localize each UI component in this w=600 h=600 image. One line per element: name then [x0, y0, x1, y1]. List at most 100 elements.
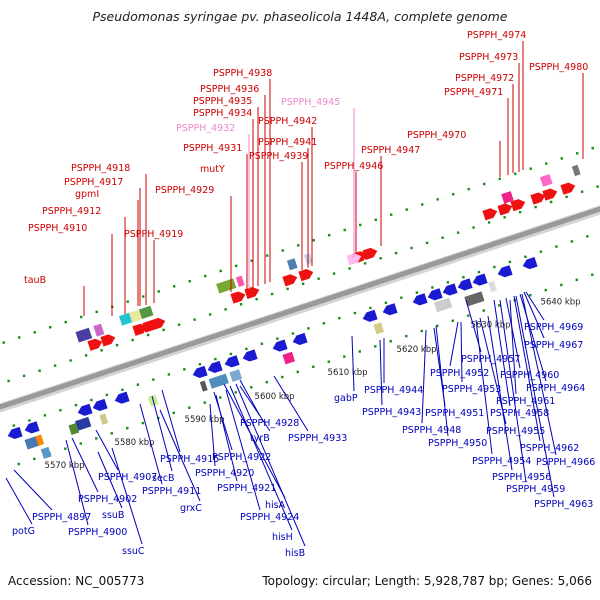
track-dot	[374, 218, 377, 222]
gene-label-top: PSPPH_4932	[176, 123, 235, 134]
reverse-gene-arrow	[412, 293, 428, 306]
gene-label-bottom: PSPPH_4959	[506, 484, 565, 495]
track-dot	[560, 157, 563, 160]
track-dot	[22, 374, 26, 378]
gene-label-bottom: ssuC	[122, 546, 145, 557]
scale-label: 5590 kbp	[185, 415, 225, 425]
gene-label-bottom: PSPPH_4928	[240, 418, 299, 429]
gene-label-top: PSPPH_4939	[249, 151, 308, 162]
forward-gene-arrow	[298, 269, 314, 282]
gene-label-bottom: PSPPH_4962	[520, 443, 579, 454]
track-dot	[539, 250, 543, 253]
track-dot	[177, 323, 181, 326]
leader-line	[460, 321, 463, 383]
track-dot	[90, 398, 93, 402]
track-dot	[483, 182, 486, 186]
track-dot	[245, 347, 248, 351]
track-dot	[270, 292, 274, 296]
leader-line	[433, 327, 446, 407]
leader-line	[499, 299, 527, 483]
gene-label-bottom: PSPPH_4957	[461, 354, 520, 365]
gene-block	[464, 291, 485, 307]
leader-line	[521, 293, 557, 456]
track-dot	[425, 241, 429, 245]
track-dot	[229, 352, 233, 356]
track-dot	[369, 306, 372, 310]
leader-line	[493, 299, 511, 407]
track-dot	[255, 297, 258, 301]
track-dot	[28, 419, 31, 422]
track-dot	[33, 331, 36, 334]
gene-label-top: PSPPH_4919	[124, 229, 183, 240]
genome-summary-label: Topology: circular; Length: 5,928,787 bp…	[262, 574, 592, 588]
leader-line	[239, 385, 271, 432]
gene-label-top: tauB	[24, 275, 46, 286]
track-dot	[105, 393, 109, 397]
track-dot	[462, 276, 465, 279]
track-dot	[214, 357, 217, 361]
track-dot	[332, 272, 336, 275]
gene-block	[35, 434, 45, 446]
track-dot	[198, 363, 202, 366]
track-dot	[301, 282, 305, 285]
gene-block	[501, 191, 514, 204]
track-dot	[33, 457, 36, 461]
gene-label-bottom: PSPPH_4964	[526, 383, 585, 394]
track-dot	[436, 324, 439, 328]
track-dot	[7, 379, 10, 383]
track-dot	[296, 370, 299, 374]
gene-label-bottom: PSPPH_4963	[534, 499, 593, 510]
leader-line	[111, 447, 143, 545]
reverse-gene-arrow	[192, 365, 208, 378]
track-dot	[400, 296, 403, 299]
leader-line	[161, 389, 181, 453]
track-dot	[2, 341, 5, 344]
gene-label-bottom: PSPPH_4922	[212, 452, 271, 463]
track-dot	[343, 228, 346, 232]
gene-block	[539, 174, 553, 187]
track-dot	[239, 303, 243, 306]
track-dot	[560, 283, 563, 287]
track-dot	[472, 226, 475, 229]
leader-line	[465, 299, 482, 353]
track-dot	[405, 334, 408, 338]
track-dot	[529, 167, 532, 170]
gene-label-bottom: PSPPH_4960	[500, 370, 559, 381]
track-dot	[53, 364, 57, 367]
track-dot	[327, 360, 330, 363]
track-dot	[384, 301, 388, 305]
track-dot	[250, 259, 253, 262]
track-dot	[503, 216, 506, 219]
track-dot	[322, 322, 326, 325]
track-dot	[596, 185, 599, 188]
reverse-gene-arrow	[7, 426, 23, 439]
track-dot	[421, 203, 424, 206]
gene-label-bottom: PSPPH_4907	[98, 472, 157, 483]
gene-label-bottom: PSPPH_4900	[68, 527, 127, 538]
gene-label-bottom: PSPPH_4915	[160, 454, 219, 465]
gene-label-bottom: hisA	[265, 500, 286, 511]
track-dot	[415, 291, 419, 294]
track-dot	[79, 442, 82, 445]
track-dot	[379, 257, 382, 260]
leader-line	[435, 325, 449, 437]
track-dot	[115, 343, 119, 347]
leader-line	[215, 394, 238, 482]
forward-gene-arrow	[150, 317, 166, 330]
track-dot	[250, 386, 253, 389]
track-dot	[389, 340, 392, 343]
reverse-gene-arrow	[522, 257, 538, 270]
track-dot	[167, 373, 171, 376]
track-dot	[312, 239, 315, 242]
track-dot	[276, 337, 279, 340]
gene-block	[286, 258, 298, 271]
track-dot	[544, 288, 547, 292]
leader-line	[525, 291, 545, 321]
track-dot	[100, 349, 103, 352]
track-dot	[405, 208, 408, 211]
leader-line	[159, 409, 201, 502]
reverse-gene-arrow	[382, 303, 398, 316]
track-dot	[575, 278, 578, 282]
gene-label-top: PSPPH_4917	[64, 177, 123, 188]
leader-line	[487, 315, 513, 471]
